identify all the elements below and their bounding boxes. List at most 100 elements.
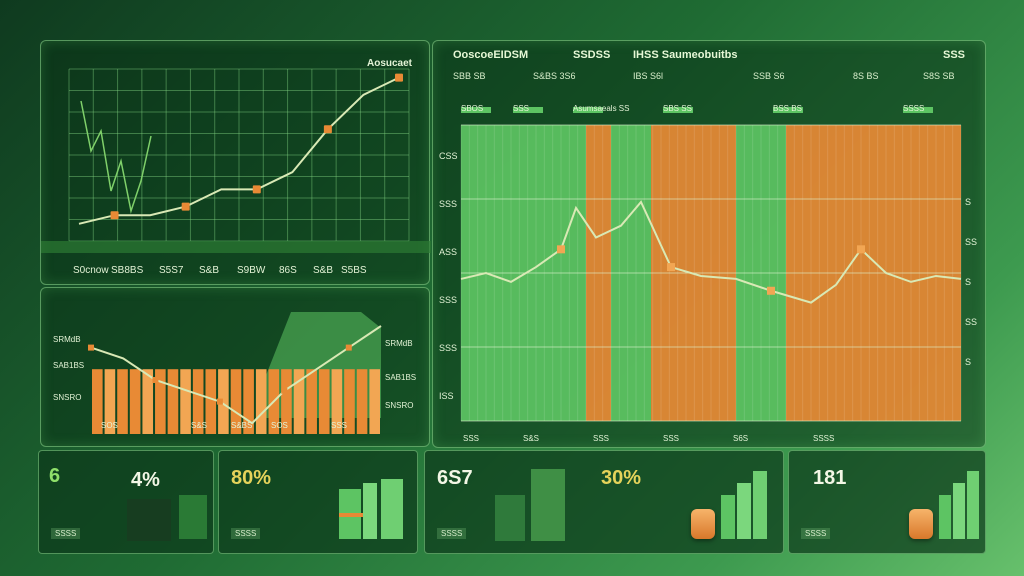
subheader-item-4: SSB S6: [753, 71, 785, 81]
x-tick-label: S&B: [199, 265, 219, 276]
subheader-item-5: 8S BS: [853, 71, 879, 81]
data-point: [767, 286, 775, 295]
data-point: [557, 245, 565, 254]
data-point: [252, 185, 261, 194]
stat-card-4: 181 SSSS: [788, 450, 986, 554]
y-tick-right: SS: [965, 237, 977, 247]
legend-swatch: [903, 107, 933, 113]
y-tick-left: ISS: [439, 391, 454, 401]
main-chart-header: OoscoeEIDSM SSDSS IHSS Saumeobuitbs SSS: [453, 49, 973, 65]
legend-swatch: [461, 107, 491, 113]
data-point: [395, 73, 403, 82]
top-left-chart-panel: Aosucaet S0cnow SB8BS S5S7 S&B S9BW 86S S&B S5BS: [40, 40, 431, 285]
data-point: [181, 202, 190, 211]
data-point: [152, 377, 159, 383]
stat-block-dark: [127, 499, 171, 541]
header-title-4: SSS: [943, 49, 966, 61]
legend-label: SBS SS: [663, 104, 692, 113]
stat-card-2: 80% SSSS: [218, 450, 418, 554]
main-chart-subheader: SBB SB S&BS 3S6 IBS S6l SSB S6 8S BS S8S…: [453, 71, 973, 85]
stat-bar-i: [967, 471, 979, 539]
main-area-chart: SBOS SSS Asumsaeals SS SBS SS BSS BS SSSSCSSS…: [439, 104, 977, 443]
legend-swatch: [513, 107, 543, 113]
bar: [255, 369, 267, 434]
subheader-item-6: S8S SB: [923, 71, 955, 81]
bar: [356, 369, 368, 434]
data-point: [281, 387, 288, 394]
legend-label: SSSS: [903, 104, 924, 113]
x-tick-label: SSS: [331, 421, 347, 430]
stat-bar-g: [939, 495, 951, 539]
bar: [192, 369, 204, 434]
stat-card-3: 6S7 30% SSSS: [424, 450, 784, 554]
stat-block-tall: [531, 469, 565, 541]
bar: [369, 369, 380, 434]
x-tick-label: S6S: [733, 434, 748, 443]
data-point: [667, 263, 675, 272]
main-chart-panel: OoscoeEIDSM SSDSS IHSS Saumeobuitbs SSS …: [432, 40, 986, 448]
stat-value-3: 80%: [231, 467, 272, 489]
x-tick-label: SOS: [101, 421, 118, 430]
y-tick-left: SSS: [439, 199, 457, 209]
x-tick-label: SB8BS: [111, 265, 144, 276]
bar: [281, 369, 292, 434]
data-point: [88, 344, 94, 351]
x-tick-label: SSS: [663, 434, 679, 443]
y-tick-right: SS: [965, 317, 977, 327]
bar: [180, 369, 191, 434]
bar: [218, 369, 229, 434]
stat-label-1: SSSS: [51, 528, 81, 539]
stat-bar-d: [721, 495, 735, 539]
x-tick-label: S&BS: [231, 421, 252, 430]
x-tick-label: S0cnow: [73, 265, 109, 276]
legend-swatch: [573, 107, 603, 113]
stat-bar-b: [363, 483, 377, 539]
data-point: [323, 125, 332, 134]
secondary-line: [80, 100, 152, 214]
x-tick-label: SSS: [593, 434, 609, 443]
x-tick-label: 86S: [279, 265, 297, 276]
bar: [331, 369, 343, 434]
bar: [318, 369, 330, 434]
stat-value-2: 4%: [131, 469, 160, 491]
x-tick-label: SSS: [463, 434, 479, 443]
y-tick-left: CSS: [439, 151, 458, 161]
y-tick-right: S: [965, 357, 971, 367]
stat-bar: [179, 495, 207, 539]
legend-label: BSS BS: [773, 104, 802, 113]
bar: [205, 369, 217, 434]
subheader-item-3: IBS S6l: [633, 71, 664, 81]
series-line: [460, 200, 962, 304]
y-tick-left: ASS: [439, 247, 457, 257]
y-tick-right: S: [965, 197, 971, 207]
middle-left-combo-chart: SRMdB SAB1BS SNSRO SRMdB SAB1BS SNSRO SOS S&S S&…: [53, 312, 416, 434]
legend-swatch: [663, 107, 693, 113]
x-tick-label: SOS: [271, 421, 288, 430]
x-tick-label: S&S: [191, 421, 207, 430]
bar: [230, 369, 242, 434]
bar: [167, 369, 179, 434]
x-tick-label: S&S: [523, 434, 539, 443]
bar: [344, 369, 355, 434]
stat-block-green: [495, 495, 525, 541]
baseline-band: [41, 241, 431, 253]
y-tick-right: S: [965, 277, 971, 287]
x-tick-label: S9BW: [237, 265, 266, 276]
y-tick-label-right: SNSRO: [385, 401, 413, 410]
x-tick-label: S5BS: [341, 265, 367, 276]
y-tick-left: SSS: [439, 295, 457, 305]
x-tick-label: S&B: [313, 265, 333, 276]
stat-value-1: 6: [49, 465, 61, 487]
middle-left-chart-panel: SRMdB SAB1BS SNSRO SRMdB SAB1BS SNSRO SOS S&S S&…: [40, 287, 430, 447]
stat-knob-icon: [691, 509, 715, 539]
x-tick-label: SSSS: [813, 434, 834, 443]
top-left-line-chart: Aosucaet S0cnow SB8BS S5S7 S&B S9BW 86S S&B S5BS: [41, 58, 431, 276]
header-title-2: SSDSS: [573, 49, 611, 61]
stat-label-3: SSSS: [437, 528, 467, 539]
legend-label: SSS: [513, 104, 529, 113]
bar: [243, 369, 254, 434]
series-line: [78, 76, 400, 225]
series-line: [90, 325, 382, 425]
y-tick-label-right: SAB1BS: [385, 373, 416, 382]
stat-card-1: 6 4% SSSS: [38, 450, 214, 554]
